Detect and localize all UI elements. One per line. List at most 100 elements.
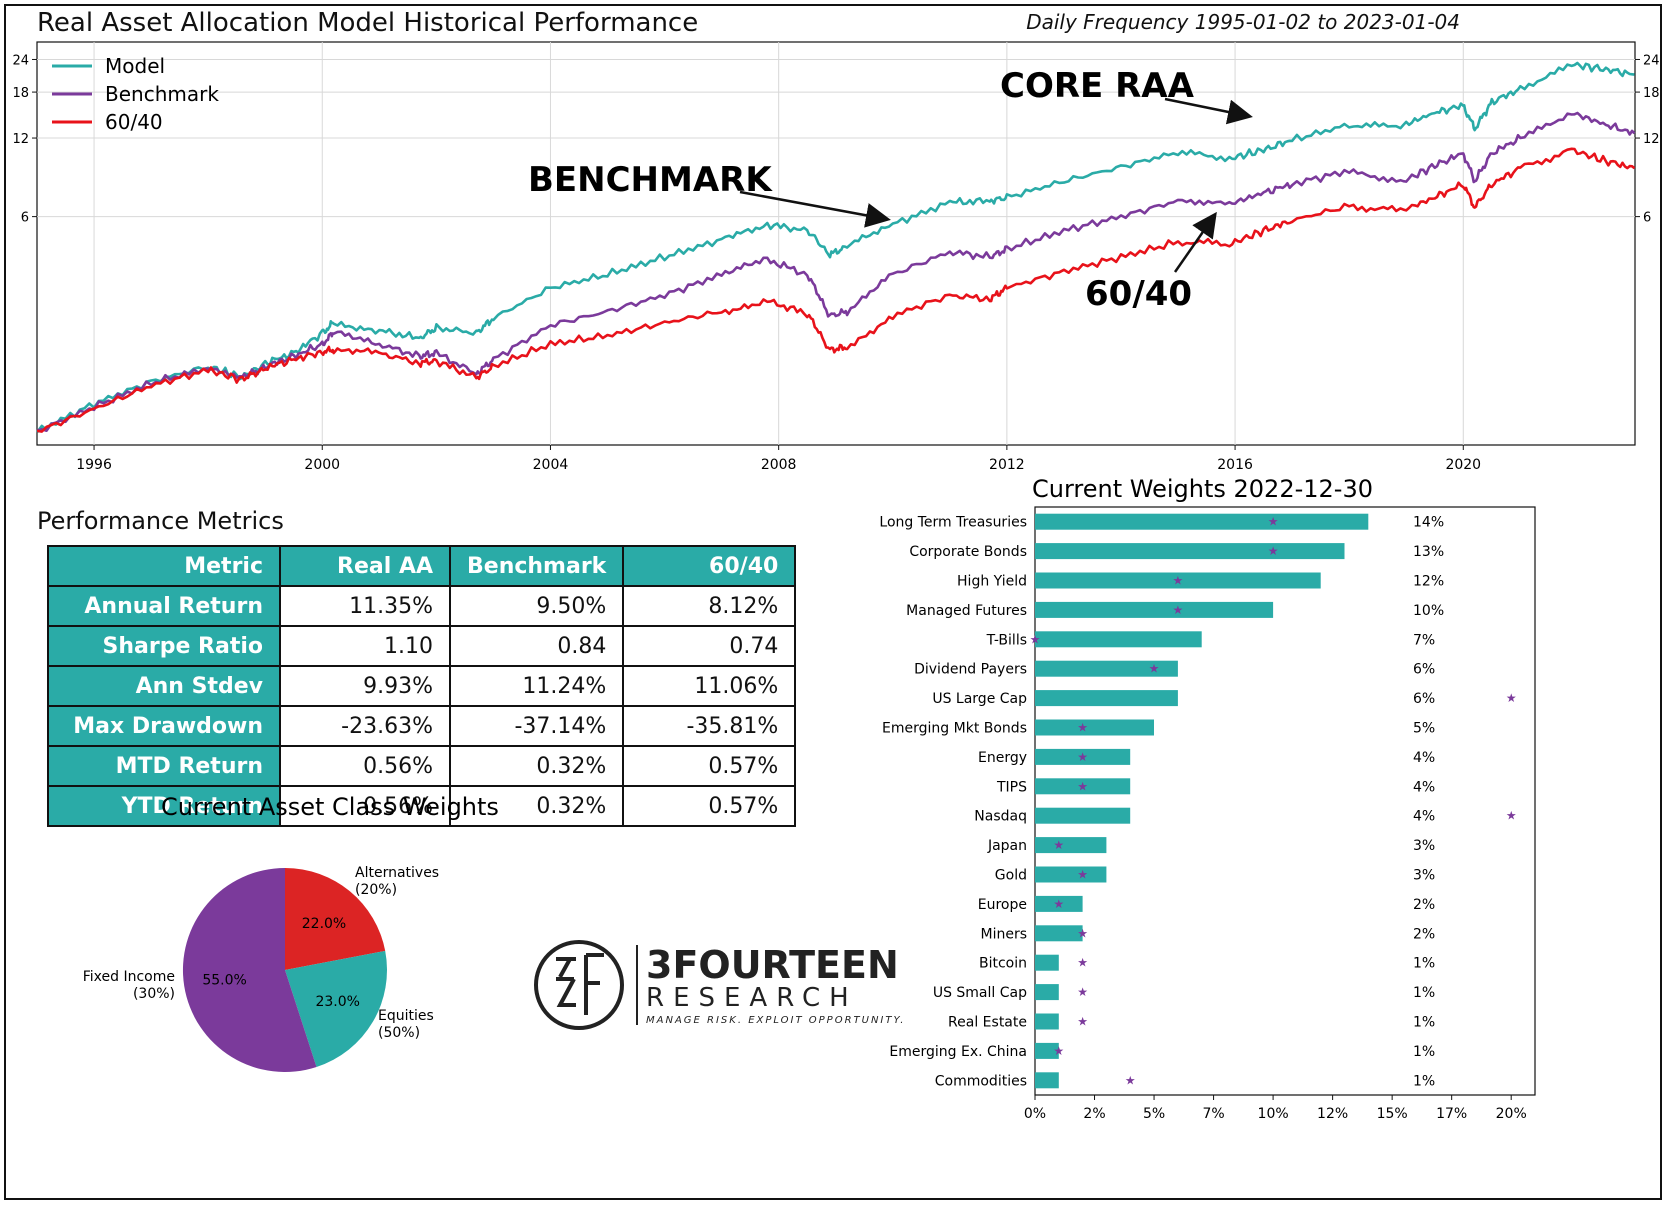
benchmark-weight-marker: ★ [1077, 926, 1088, 940]
row-label: YTD Return [47, 785, 281, 827]
pie-slice-label-line: Alternatives [355, 865, 439, 881]
bar-category-label: Energy [978, 750, 1027, 766]
bar [1035, 748, 1131, 765]
metrics-header-benchmark: Benchmark [448, 545, 625, 587]
x-tick-label: 2012 [989, 457, 1025, 470]
legend-label: Benchmark [105, 82, 219, 106]
row-label: Ann Stdev [47, 665, 281, 707]
x-tick-label: 1996 [76, 457, 112, 470]
y-tick-label-right: 12 [1643, 132, 1660, 147]
bar-value-label: 1% [1413, 985, 1435, 1001]
annotation-6040: 60/40 [1085, 274, 1192, 314]
bar [1035, 954, 1059, 971]
table-cell: 1.10 [279, 625, 451, 667]
benchmark-weight-marker: ★ [1506, 809, 1517, 823]
bar-value-label: 2% [1413, 926, 1435, 942]
bar-chart: Current Weights 2022-12-30 Long Term Trea… [879, 475, 1536, 1122]
pie-pct-label: 23.0% [315, 994, 359, 1010]
bar-category-label: TIPS [996, 779, 1027, 795]
benchmark-weight-marker: ★ [1077, 1015, 1088, 1029]
row-label: Sharpe Ratio [47, 625, 281, 667]
row-label: MTD Return [47, 745, 281, 787]
table-row: MTD Return 0.56% 0.32% 0.57% [47, 745, 797, 787]
bar [1035, 1042, 1059, 1059]
table-cell: 0.57% [622, 785, 797, 827]
bar [1035, 543, 1345, 560]
benchmark-weight-marker: ★ [1173, 574, 1184, 588]
table-cell: 0.56% [279, 785, 451, 827]
bar-value-label: 6% [1413, 662, 1435, 678]
benchmark-weight-marker: ★ [1125, 1073, 1136, 1087]
x-tick-label: 2008 [761, 457, 797, 470]
metrics-header-6040: 60/40 [622, 545, 797, 587]
table-cell: 0.56% [279, 745, 451, 787]
legend-label: Model [105, 54, 165, 78]
benchmark-weight-marker: ★ [1077, 721, 1088, 735]
bar-category-label: Bitcoin [979, 956, 1027, 972]
benchmark-weight-marker: ★ [1077, 956, 1088, 970]
figure-frame [4, 4, 1662, 1200]
pie-slice [285, 950, 388, 1067]
annotation-core-raa-arrow [1164, 97, 1253, 125]
bar-value-label: 6% [1413, 691, 1435, 707]
metrics-title: Performance Metrics [37, 507, 284, 535]
table-cell: 0.74 [622, 625, 797, 667]
bar-value-label: 12% [1413, 574, 1444, 590]
bar [1035, 719, 1154, 736]
x-tick-label: 2020 [1445, 457, 1481, 470]
bar-value-label: 1% [1413, 956, 1435, 972]
bar-category-label: Japan [987, 838, 1027, 854]
annotation-6040-arrow [1173, 211, 1217, 273]
bar [1035, 690, 1178, 707]
annotation-benchmark-arrow [739, 190, 891, 228]
bar-x-tick-label: 5% [1143, 1106, 1165, 1122]
bar [1035, 572, 1321, 589]
bar-x-tick-label: 15% [1377, 1106, 1408, 1122]
table-row: Sharpe Ratio 1.10 0.84 0.74 [47, 625, 797, 667]
benchmark-weight-marker: ★ [1077, 779, 1088, 793]
bar-x-tick-label: 20% [1496, 1106, 1527, 1122]
bar [1035, 601, 1274, 618]
bar-x-tick-label: 0% [1024, 1106, 1046, 1122]
benchmark-weight-marker: ★ [1053, 838, 1064, 852]
logo-f-mark-icon [584, 953, 604, 1015]
y-tick-label-right: 18 [1643, 86, 1660, 101]
pie-pct-label: 55.0% [202, 973, 246, 989]
bar-category-label: Europe [978, 897, 1027, 913]
bar-plot-area [1034, 506, 1536, 1096]
logo-line2: RESEARCH [646, 983, 858, 1013]
pie-chart: Current Asset Class Weights 22.0% Alternat… [83, 793, 499, 1072]
bar-value-label: 3% [1413, 868, 1435, 884]
table-cell: 0.57% [622, 745, 797, 787]
benchmark-weight-marker: ★ [1053, 897, 1064, 911]
table-cell: 8.12% [622, 585, 797, 627]
bar-value-label: 4% [1413, 779, 1435, 795]
pie-slice-label-line: Fixed Income [83, 969, 175, 985]
pie-slice-label: Equities (50%) [378, 1008, 434, 1041]
pie-slice-label-line: (50%) [378, 1025, 420, 1041]
metrics-table: Metric Real AA Benchmark 60/40 Annual Re… [47, 545, 797, 827]
series-line-model [35, 61, 1635, 434]
bar-value-label: 4% [1413, 809, 1435, 825]
table-cell: -37.14% [448, 705, 625, 747]
page-subtitle: Daily Frequency 1995-01-02 to 2023-01-04 [1026, 10, 1460, 34]
benchmark-weight-marker: ★ [1053, 1044, 1064, 1058]
bar-category-label: Corporate Bonds [909, 544, 1027, 560]
x-tick-label: 2016 [1217, 457, 1253, 470]
pie-slice-label-line: (20%) [355, 882, 397, 898]
benchmark-weight-marker: ★ [1077, 750, 1088, 764]
bar-category-label: US Small Cap [933, 985, 1027, 1001]
line-chart: 1996 2000 2004 2008 2012 2016 2020 6 6 12 12 18 18 24… [12, 41, 1660, 470]
table-row: Max Drawdown -23.63% -37.14% -35.81% [47, 705, 797, 747]
bar-x-tick-label: 17% [1436, 1106, 1467, 1122]
benchmark-weight-marker: ★ [1077, 985, 1088, 999]
bar [1035, 837, 1107, 854]
plot-area [36, 41, 1636, 446]
legend-label: 60/40 [105, 110, 163, 134]
bar [1035, 925, 1083, 942]
bar-value-label: 4% [1413, 750, 1435, 766]
y-tick-label-right: 24 [1643, 53, 1660, 68]
company-logo: 3FOURTEEN RESEARCH MANAGE RISK. EXPLOIT … [534, 940, 903, 1030]
pie-slice-label: Alternatives (20%) [355, 865, 439, 898]
y-tick-label-left: 24 [12, 53, 29, 68]
